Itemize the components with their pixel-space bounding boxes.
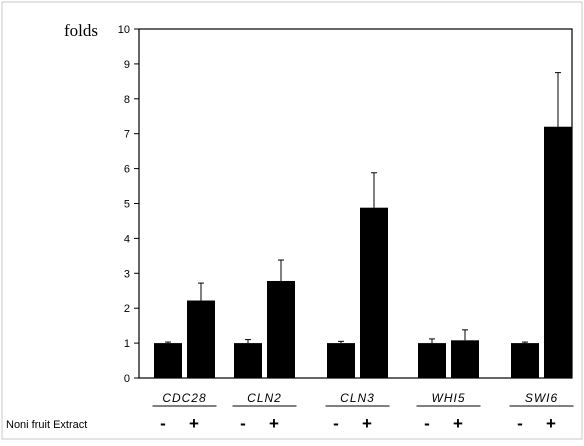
gene-label: WHI5 (432, 391, 466, 405)
plus-sign: + (269, 414, 279, 433)
y-tick-label: 9 (124, 59, 130, 71)
bar (187, 300, 215, 378)
plus-sign: + (362, 414, 372, 433)
y-tick-label: 1 (124, 338, 130, 350)
minus-sign: - (424, 414, 430, 433)
y-tick-label: 5 (124, 199, 130, 211)
bar (154, 343, 182, 378)
bar (451, 340, 479, 378)
error-bars (165, 72, 561, 344)
y-tick-label: 2 (124, 303, 130, 315)
bar (267, 280, 295, 378)
y-tick-label: 10 (118, 24, 130, 36)
treatment-label: Noni fruit Extract (6, 419, 87, 431)
minus-sign: - (240, 414, 246, 433)
y-axis: 0 1 2 3 4 5 6 7 8 9 10 folds (64, 21, 139, 385)
y-tick-label: 7 (124, 129, 130, 141)
plus-sign: + (546, 414, 556, 433)
y-tick-label: 0 (124, 373, 130, 385)
gene-labels: CDC28 CLN2 CLN3 WHI5 SWI6 (152, 391, 574, 407)
minus-sign: - (517, 414, 523, 433)
plus-sign: + (453, 414, 463, 433)
y-tick-label: 8 (124, 94, 130, 106)
y-tick-label: 4 (124, 233, 130, 245)
bar (418, 343, 446, 378)
bar (544, 126, 572, 378)
bar (234, 343, 262, 378)
gene-label: CLN3 (340, 391, 375, 405)
gene-label: CLN2 (247, 391, 282, 405)
treatment-row: - + - + - + - + - + Noni fruit Extract (6, 414, 556, 433)
minus-sign: - (160, 414, 166, 433)
y-tick-label: 6 (124, 164, 130, 176)
y-axis-label: folds (64, 21, 98, 40)
minus-sign: - (333, 414, 339, 433)
gene-label: SWI6 (525, 391, 558, 405)
bar (327, 343, 355, 378)
bars (154, 126, 572, 378)
bar (511, 343, 539, 378)
gene-label: CDC28 (162, 391, 206, 405)
y-tick-label: 3 (124, 268, 130, 280)
bar (360, 207, 388, 378)
plus-sign: + (189, 414, 199, 433)
